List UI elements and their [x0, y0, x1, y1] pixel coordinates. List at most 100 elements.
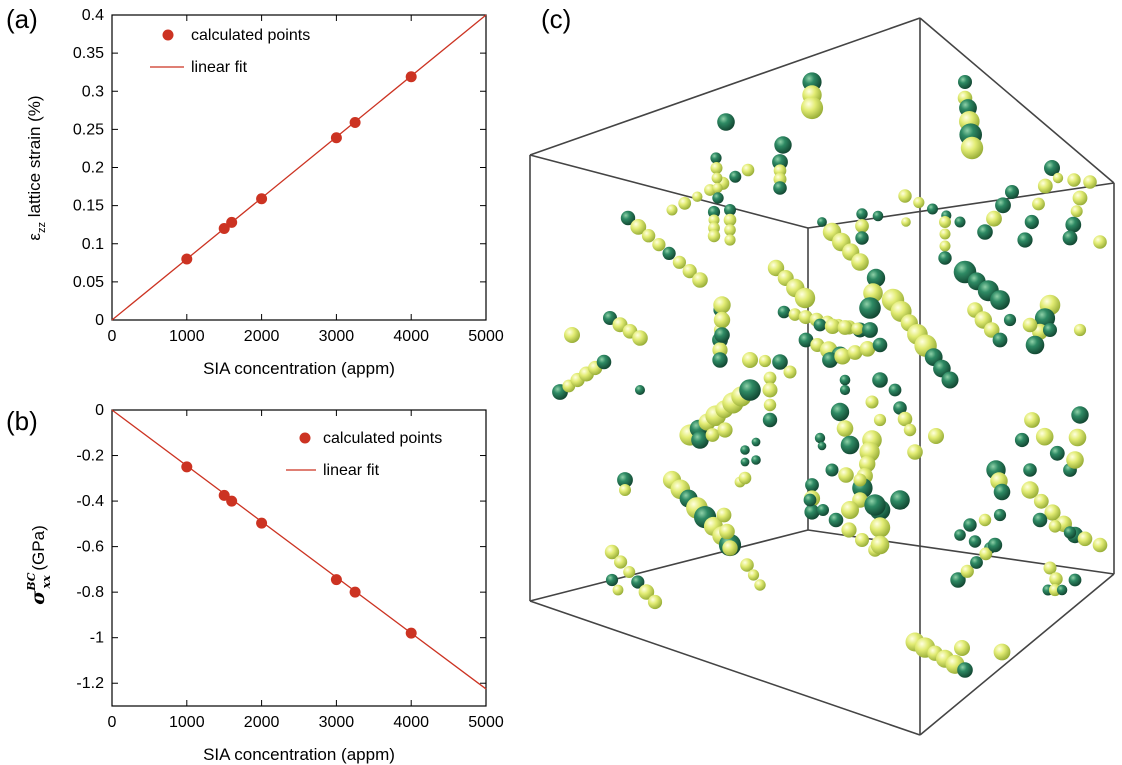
data-point — [181, 461, 193, 473]
atom-sphere — [954, 640, 970, 656]
atom-sphere — [890, 490, 910, 510]
atom-sphere — [1056, 584, 1068, 596]
box-edge — [529, 529, 809, 602]
atom-sphere — [641, 229, 656, 243]
atom-sphere — [1049, 572, 1063, 586]
data-point — [226, 216, 238, 228]
y-tick-label: -0.2 — [76, 448, 104, 465]
atom-sphere — [1025, 335, 1045, 355]
atom-sphere — [620, 210, 636, 226]
y-tick-label: 0.25 — [73, 121, 104, 138]
atom-sphere — [866, 268, 886, 288]
x-tick-label: 3000 — [319, 714, 355, 731]
atom-sphere — [856, 208, 868, 220]
simulation-box — [529, 17, 1115, 736]
atom-sphere — [888, 383, 902, 397]
atom-sphere — [612, 584, 624, 596]
atom-sphere — [712, 352, 728, 368]
linear-fit-line — [111, 14, 487, 321]
atom-sphere — [682, 264, 697, 279]
atom-sphere — [872, 210, 884, 222]
atom-sphere — [631, 575, 645, 589]
data-point — [256, 517, 268, 529]
atom-sphere — [605, 573, 619, 587]
atom-sphere — [1066, 451, 1084, 469]
box-edge — [529, 154, 809, 229]
atom-sphere — [740, 457, 750, 467]
atom-sphere — [751, 437, 761, 447]
atom-sphere — [872, 337, 888, 353]
y-tick-label: 0 — [95, 312, 104, 329]
atom-sphere — [712, 182, 723, 194]
x-tick-label: 1000 — [169, 328, 205, 345]
atom-sphere — [869, 517, 891, 538]
atom-sphere — [830, 402, 850, 422]
atom-sphere — [855, 231, 869, 245]
atom-sphere — [716, 507, 732, 523]
data-point — [405, 627, 417, 639]
atom-sphere — [1003, 313, 1017, 327]
atom-sphere — [870, 535, 890, 555]
data-point — [349, 586, 361, 598]
atom-sphere — [754, 579, 766, 591]
legend: calculated points linear fit — [286, 430, 442, 479]
data-point — [330, 574, 342, 586]
atom-sphere — [740, 558, 754, 572]
atom-sphere — [804, 504, 820, 520]
atom-sphere — [855, 533, 869, 547]
atom-sphere — [995, 197, 1011, 214]
atom-sphere — [983, 322, 1000, 338]
y-tick-label: 0 — [95, 402, 104, 419]
atom-sphere — [825, 463, 839, 477]
atom-sphere — [1017, 232, 1033, 248]
x-tick-label: 1000 — [169, 714, 205, 731]
atom-sphere — [939, 216, 951, 228]
atom-sphere — [707, 229, 721, 243]
box-edge — [529, 600, 921, 736]
y-axis-subscript: zz — [36, 222, 48, 233]
atom-sphere — [954, 216, 966, 228]
atom-sphere — [834, 348, 851, 365]
atom-sphere — [630, 219, 647, 235]
atom-sphere — [741, 163, 755, 177]
atom-sphere — [898, 189, 912, 203]
atom-sphere — [564, 327, 580, 343]
atom-sphere — [1062, 230, 1078, 246]
atom-sphere — [707, 205, 721, 219]
atom-sphere — [1077, 531, 1093, 547]
atom-sphere — [713, 311, 731, 329]
atom-sphere — [1014, 432, 1030, 448]
atom-sphere — [839, 384, 851, 396]
atom-sphere — [837, 320, 853, 335]
legend-point-swatch — [299, 432, 311, 444]
atom-sphere — [1043, 323, 1057, 337]
x-axis-title: SIA concentration (appm) — [203, 359, 395, 378]
atom-sphere — [978, 513, 992, 527]
atom-sphere — [1052, 172, 1064, 184]
atom-sphere — [859, 297, 881, 319]
atom-sphere — [638, 584, 655, 600]
plot-marks — [111, 14, 487, 321]
atom-sphere — [1068, 573, 1082, 587]
y-axis: 0 -0.2 -0.4 -0.6 -0.8 -1 -1.2 — [76, 402, 486, 692]
atom-sphere — [767, 259, 785, 277]
y-tick-label: -1 — [90, 630, 104, 647]
x-tick-label: 2000 — [244, 714, 280, 731]
atom-sphere — [724, 224, 736, 236]
atom-sphere — [635, 385, 645, 395]
panel-label-b: (b) — [6, 406, 38, 436]
atom-sphere — [758, 354, 772, 368]
y-tick-label: 0.2 — [82, 160, 104, 177]
atom-sphere — [714, 327, 730, 343]
y-tick-label: 0.1 — [82, 236, 104, 253]
y-axis-title: εzz lattice strain (%) — [25, 95, 48, 240]
atom-sphere — [938, 251, 952, 265]
atom-sphere — [907, 444, 923, 460]
atom-sphere — [1072, 190, 1088, 206]
atom-sphere — [865, 395, 879, 409]
atom-sphere — [672, 255, 687, 269]
atom-sphere — [993, 643, 1011, 661]
atom-sphere — [958, 75, 972, 89]
defect-cluster-render — [529, 17, 1115, 736]
atom-sphere — [1065, 216, 1082, 233]
